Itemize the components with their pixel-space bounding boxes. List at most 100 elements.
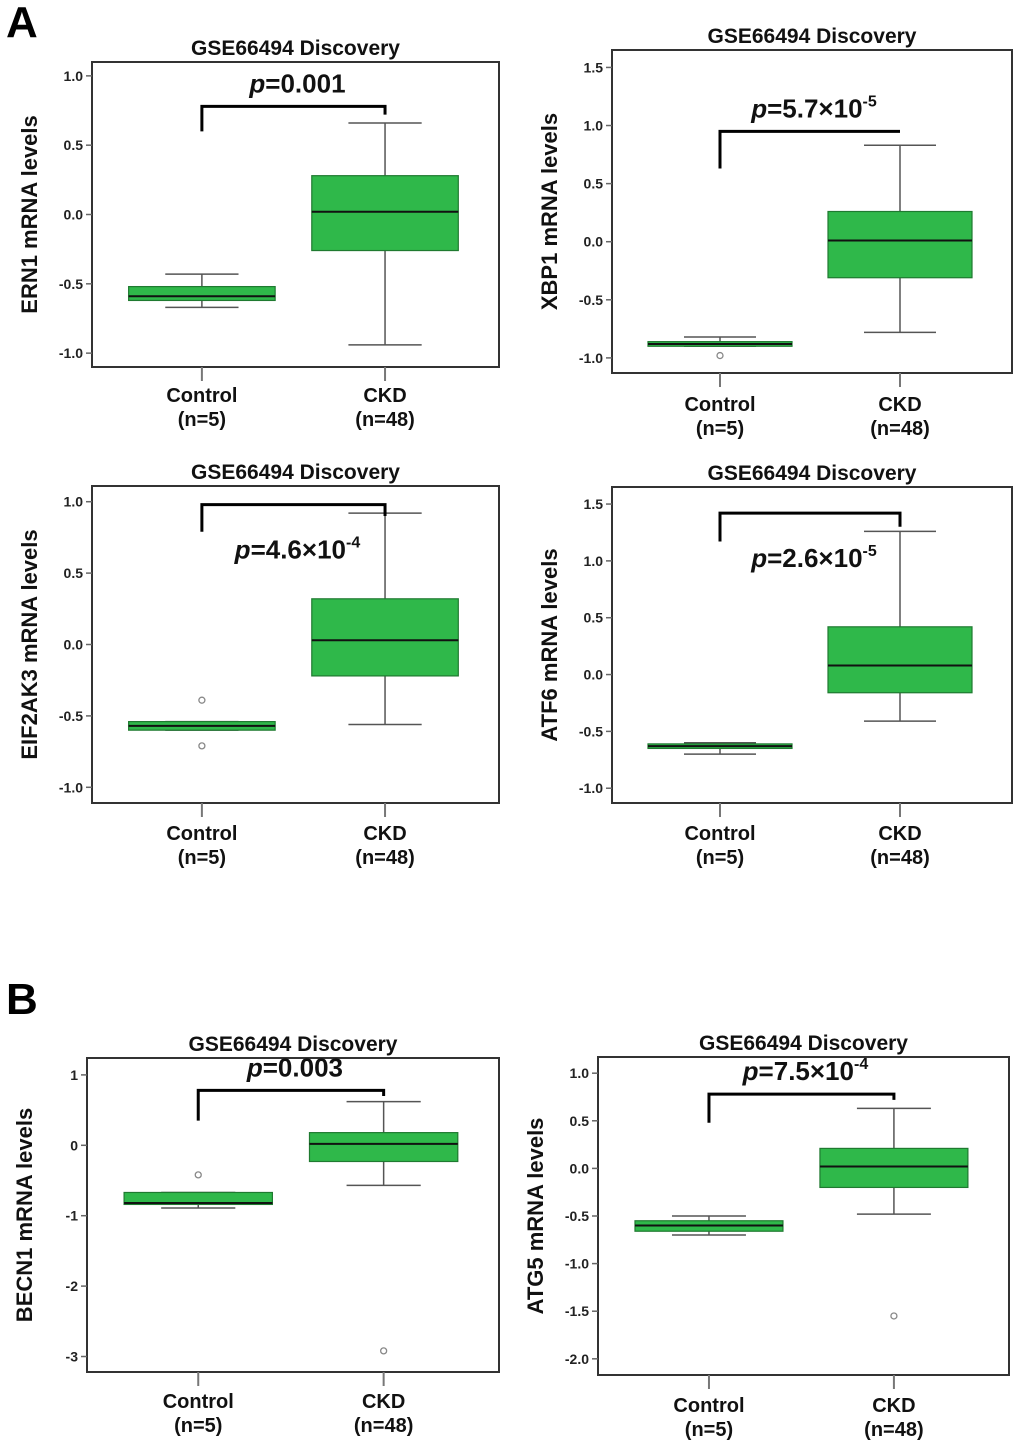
p-value-text: =7.5×10 xyxy=(759,1056,854,1086)
p-symbol: p xyxy=(248,68,265,98)
p-value-text: =0.003 xyxy=(263,1052,343,1082)
y-tick-label: -0.5 xyxy=(59,276,83,292)
box-control: Control(n=5) xyxy=(128,273,276,431)
category-label: CKD xyxy=(878,823,921,845)
category-label: Control xyxy=(166,385,237,407)
p-value-exponent: -5 xyxy=(863,93,877,110)
category-n-label: (n=48) xyxy=(355,409,414,431)
chart-title: GSE66494 Discovery xyxy=(708,25,917,48)
iqr-box xyxy=(308,1132,459,1163)
outlier-point xyxy=(890,1312,898,1320)
p-symbol: p xyxy=(246,1052,263,1082)
p-value-exponent: -5 xyxy=(863,543,877,560)
p-value-text: =5.7×10 xyxy=(767,93,862,123)
y-tick-label: 0.5 xyxy=(64,565,84,581)
chart-panel-atg5: GSE66494 Discovery 1.0 0.5 0.0 -0.5 -1.0 -1.5 -… xyxy=(523,1032,1010,1441)
iqr-box xyxy=(827,210,973,279)
box-control: Control(n=5) xyxy=(647,742,793,869)
chart-panel-xbp1: GSE66494 Discovery 1.5 1.0 0.5 0.0 -0.5 -1.0 XB… xyxy=(537,25,1013,440)
plot-frame xyxy=(86,1057,500,1373)
significance-bracket xyxy=(718,129,900,169)
significance-bracket xyxy=(200,104,387,132)
y-tick-label: 0.0 xyxy=(570,1160,590,1176)
y-tick-label: -1.0 xyxy=(579,350,603,366)
p-symbol: p xyxy=(742,1056,759,1086)
p-value-label: p=0.001 xyxy=(248,68,345,98)
category-n-label: (n=5) xyxy=(178,409,226,431)
p-value-label: p=4.6×10-4 xyxy=(234,535,361,565)
category-label: Control xyxy=(684,394,755,416)
category-label: CKD xyxy=(872,1395,915,1417)
y-tick-label: -2.0 xyxy=(565,1351,589,1367)
significance-bracket xyxy=(718,511,902,542)
significance-bracket xyxy=(196,1088,386,1121)
category-n-label: (n=5) xyxy=(174,1415,222,1437)
category-n-label: (n=48) xyxy=(864,1419,923,1441)
y-tick-label: -0.5 xyxy=(579,723,603,739)
outlier-point xyxy=(198,696,206,704)
category-label: Control xyxy=(166,823,237,845)
p-value-label: p=5.7×10-5 xyxy=(750,93,877,123)
outlier-point xyxy=(198,742,206,750)
chart-panel-atf6: GSE66494 Discovery 1.5 1.0 0.5 0.0 -0.5 -1.0 AT… xyxy=(537,462,1013,869)
y-tick-label: 1.0 xyxy=(570,1065,590,1081)
box-control: Control(n=5) xyxy=(647,336,793,440)
box-control: Control(n=5) xyxy=(123,1171,274,1437)
category-label: CKD xyxy=(878,394,921,416)
box-ckd: CKD(n=48) xyxy=(827,530,973,869)
p-value-exponent: -4 xyxy=(346,535,360,552)
y-tick-label: 1.0 xyxy=(584,118,604,134)
chart-title: GSE66494 Discovery xyxy=(708,462,917,485)
plot-frame xyxy=(597,1056,1010,1376)
category-label: Control xyxy=(684,823,755,845)
box-ckd: CKD(n=48) xyxy=(308,1100,459,1437)
y-tick-label: 0.0 xyxy=(64,637,84,653)
category-label: Control xyxy=(163,1391,234,1413)
chart-title: GSE66494 Discovery xyxy=(189,1033,398,1056)
y-tick-label: 1.5 xyxy=(584,59,604,75)
y-tick-label: 1.0 xyxy=(584,553,604,569)
p-value-text: =4.6×10 xyxy=(251,535,346,565)
iqr-box xyxy=(311,175,459,252)
y-tick-label: 0.0 xyxy=(584,667,604,683)
outlier-point xyxy=(379,1347,388,1355)
section-label-a: A xyxy=(6,0,38,47)
iqr-box xyxy=(819,1147,969,1189)
y-axis-label: XBP1 mRNA levels xyxy=(537,113,562,310)
box-ckd: CKD(n=48) xyxy=(827,144,973,440)
y-tick-label: -1 xyxy=(66,1208,79,1224)
y-tick-label: 1.5 xyxy=(584,496,604,512)
iqr-box xyxy=(311,598,459,677)
y-tick-label: 0.5 xyxy=(570,1113,590,1129)
p-value-text: =2.6×10 xyxy=(767,543,862,573)
chart-panel-becn1: GSE66494 Discovery 1 0 -1 -2 -3 BECN1 mRNA lev… xyxy=(12,1033,500,1437)
category-n-label: (n=48) xyxy=(355,847,414,869)
category-n-label: (n=48) xyxy=(870,847,929,869)
category-n-label: (n=48) xyxy=(870,418,929,440)
y-tick-label: 0.0 xyxy=(64,207,84,223)
y-axis-label: ERN1 mRNA levels xyxy=(17,115,42,313)
y-tick-label: 1.0 xyxy=(64,494,84,510)
box-control: Control(n=5) xyxy=(634,1215,784,1441)
iqr-box xyxy=(827,626,973,694)
y-tick-label: -1.0 xyxy=(59,345,83,361)
y-axis-label: BECN1 mRNA levels xyxy=(12,1108,37,1322)
category-label: Control xyxy=(673,1395,744,1417)
p-value-label: p=2.6×10-5 xyxy=(750,543,877,573)
p-value-text: =0.001 xyxy=(265,68,345,98)
plot-frame xyxy=(611,486,1013,804)
y-tick-label: 1 xyxy=(70,1067,78,1083)
box-control: Control(n=5) xyxy=(128,696,276,869)
chart-panel-eif2ak3: GSE66494 Discovery 1.0 0.5 0.0 -0.5 -1.0 EIF2A… xyxy=(17,461,500,869)
iqr-box xyxy=(123,1191,274,1206)
y-tick-label: 0 xyxy=(70,1137,78,1153)
box-ckd: CKD(n=48) xyxy=(311,512,459,869)
p-value-label: p=0.003 xyxy=(246,1052,343,1082)
y-tick-label: -3 xyxy=(66,1349,79,1365)
y-axis-label: EIF2AK3 mRNA levels xyxy=(17,529,42,759)
chart-title: GSE66494 Discovery xyxy=(191,37,400,60)
category-label: CKD xyxy=(363,385,406,407)
y-tick-label: -0.5 xyxy=(579,292,603,308)
plot-frame xyxy=(611,49,1013,374)
